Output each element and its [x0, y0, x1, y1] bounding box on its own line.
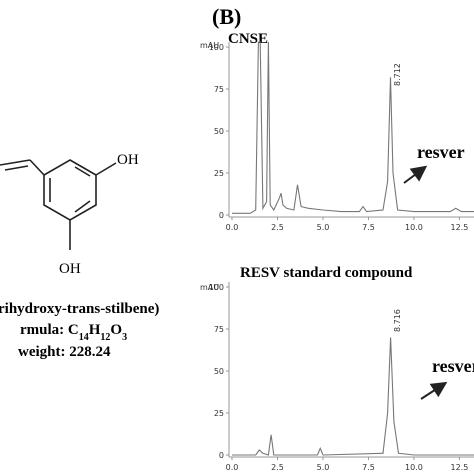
y-tick-label: 0 [219, 211, 224, 220]
x-tick-label: 5.0 [317, 223, 330, 232]
y-axis-label: mAU [200, 283, 219, 292]
chart-title: CNSE [228, 31, 268, 47]
x-tick-label: 7.5 [362, 463, 375, 472]
oh-label: OH [59, 261, 81, 277]
chromatogram-line [232, 41, 474, 214]
y-tick-label: 0 [219, 451, 224, 460]
annotation: resver [432, 356, 474, 376]
x-tick-label: 12.5 [451, 223, 469, 232]
y-tick-label: 25 [214, 409, 224, 418]
peak-label: 8.716 [393, 309, 402, 332]
panel-label: (B) [212, 4, 241, 29]
compound-name: rihydroxy-trans-stilbene) [0, 301, 159, 317]
oh-label: OH [117, 152, 139, 168]
subscript: 3 [122, 332, 127, 343]
weight: weight: 228.24 [18, 344, 111, 360]
peak-label: 8.712 [393, 63, 402, 86]
chromatogram-line [232, 337, 474, 456]
y-tick-label: 50 [214, 127, 224, 136]
y-tick-label: 100 [209, 43, 224, 52]
x-tick-label: 10.0 [405, 223, 423, 232]
x-tick-label: 0.0 [226, 463, 239, 472]
x-tick-label: 10.0 [405, 463, 423, 472]
x-tick-label: 5.0 [317, 463, 330, 472]
annotation: resver [417, 142, 465, 162]
x-tick-label: 7.5 [362, 223, 375, 232]
arrow [420, 381, 448, 400]
structure [0, 159, 117, 250]
y-tick-label: 75 [214, 325, 224, 334]
chart-title: RESV standard compound [240, 265, 413, 281]
y-tick-label: 25 [214, 169, 224, 178]
formula: rmula: C14H12O3 [20, 322, 127, 343]
arrow [403, 165, 428, 184]
y-tick-label: 50 [214, 367, 224, 376]
formula-part: O [110, 322, 122, 338]
subscript: 12 [100, 332, 110, 343]
formula-part: H [89, 322, 101, 338]
x-tick-label: 2.5 [271, 463, 284, 472]
y-tick-label: 100 [209, 283, 224, 292]
y-axis-label: mAU [200, 41, 219, 50]
formula-part: rmula: C [20, 322, 79, 338]
x-tick-label: 2.5 [271, 223, 284, 232]
x-tick-label: 0.0 [226, 223, 239, 232]
y-tick-label: 75 [214, 85, 224, 94]
x-tick-label: 12.5 [451, 463, 469, 472]
subscript: 14 [79, 332, 89, 343]
